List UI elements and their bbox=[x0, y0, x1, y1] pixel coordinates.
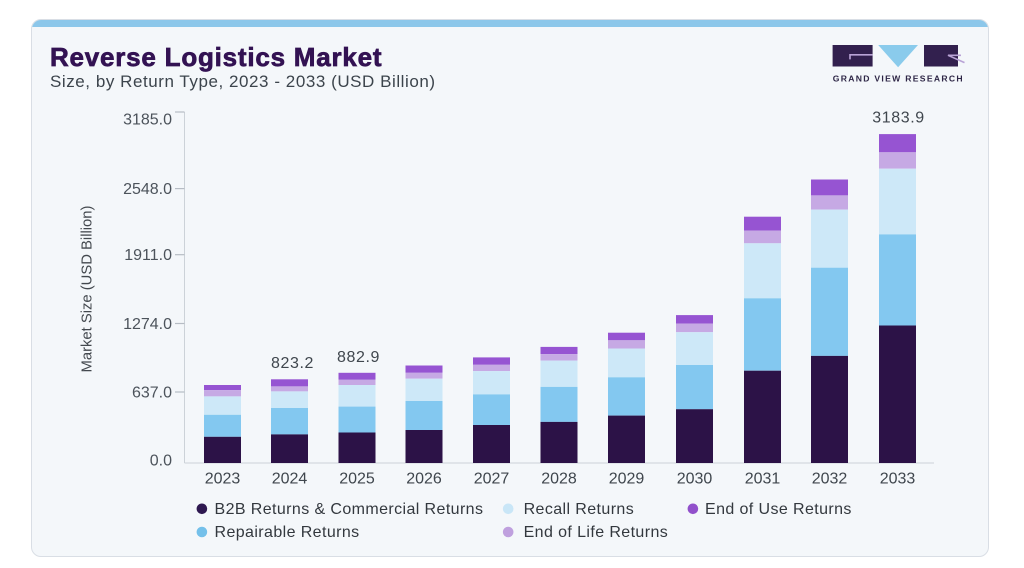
svg-text:B2B Returns & Commercial Retur: B2B Returns & Commercial Returns bbox=[215, 501, 484, 518]
svg-text:2030: 2030 bbox=[677, 471, 713, 488]
svg-text:0.0: 0.0 bbox=[150, 453, 172, 470]
svg-text:2026: 2026 bbox=[406, 471, 442, 488]
svg-text:2548.0: 2548.0 bbox=[123, 181, 172, 198]
svg-text:Market Size (USD Billion): Market Size (USD Billion) bbox=[80, 205, 96, 372]
svg-text:2023: 2023 bbox=[205, 471, 241, 488]
svg-text:End of Life Returns: End of Life Returns bbox=[524, 524, 669, 541]
svg-text:2024: 2024 bbox=[272, 471, 308, 488]
svg-text:1911.0: 1911.0 bbox=[124, 247, 172, 264]
svg-text:882.9: 882.9 bbox=[337, 349, 380, 366]
svg-text:2029: 2029 bbox=[609, 471, 645, 488]
svg-text:823.2: 823.2 bbox=[271, 355, 314, 372]
svg-text:End of Use Returns: End of Use Returns bbox=[705, 501, 852, 518]
svg-text:2028: 2028 bbox=[541, 471, 577, 488]
svg-text:2032: 2032 bbox=[812, 471, 848, 488]
svg-text:2033: 2033 bbox=[880, 471, 916, 488]
svg-text:Repairable Returns: Repairable Returns bbox=[215, 524, 360, 541]
svg-text:3183.9: 3183.9 bbox=[872, 110, 925, 127]
svg-text:637.0: 637.0 bbox=[132, 385, 172, 402]
svg-text:GRAND VIEW RESEARCH: GRAND VIEW RESEARCH bbox=[833, 73, 964, 83]
svg-text:2031: 2031 bbox=[745, 471, 781, 488]
svg-text:2027: 2027 bbox=[474, 471, 510, 488]
svg-text:2025: 2025 bbox=[339, 471, 375, 488]
svg-text:1274.0: 1274.0 bbox=[123, 316, 172, 333]
svg-text:3185.0: 3185.0 bbox=[123, 112, 172, 129]
svg-text:Recall Returns: Recall Returns bbox=[524, 501, 635, 518]
